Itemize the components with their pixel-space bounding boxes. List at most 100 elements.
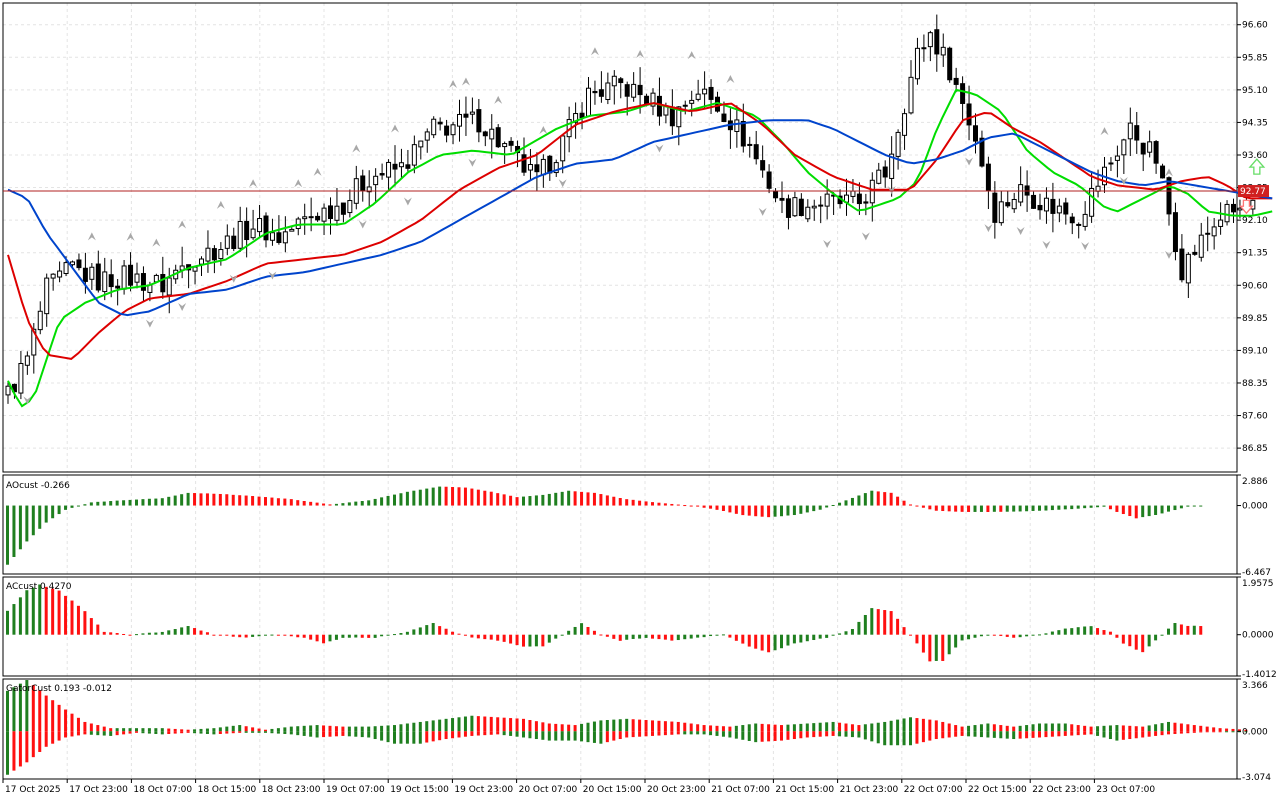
gator-pane[interactable] [6,680,1248,775]
candle[interactable] [405,149,411,172]
candle[interactable] [392,145,398,187]
candle[interactable] [469,97,475,125]
candle[interactable] [979,130,985,168]
candle[interactable] [876,162,882,185]
candle[interactable] [785,194,791,230]
candle[interactable] [1153,140,1159,174]
candle[interactable] [24,351,30,375]
buy-signal-arrow-icon[interactable] [1248,158,1266,175]
candle[interactable] [18,350,24,400]
candle[interactable] [598,71,604,103]
candle[interactable] [869,172,875,222]
candle[interactable] [302,203,308,235]
candle[interactable] [508,137,514,152]
candle[interactable] [463,96,469,136]
candle[interactable] [921,34,927,62]
candle[interactable] [766,164,772,194]
candle[interactable] [44,273,50,327]
candle[interactable] [160,256,166,299]
candle[interactable] [347,189,353,218]
candle[interactable] [985,156,991,210]
candle[interactable] [128,252,134,292]
candle[interactable] [224,224,230,256]
candle[interactable] [895,129,901,170]
candle[interactable] [624,81,630,116]
candle[interactable] [1031,191,1037,209]
candle[interactable] [882,160,888,188]
candle[interactable] [1108,157,1114,172]
candle[interactable] [134,262,140,289]
candle[interactable] [805,199,811,223]
ao-pane[interactable] [6,486,1203,565]
candle[interactable] [1018,166,1024,207]
candle[interactable] [140,266,146,302]
candle[interactable] [1205,216,1211,252]
candle[interactable] [818,196,824,224]
candle[interactable] [1211,217,1217,250]
candle[interactable] [902,108,908,150]
candle[interactable] [444,119,450,143]
candle[interactable] [315,212,321,222]
candle[interactable] [650,88,656,116]
candle[interactable] [328,197,333,235]
candle[interactable] [289,227,295,232]
candle[interactable] [244,207,250,258]
candle[interactable] [457,99,462,142]
candle[interactable] [373,168,379,203]
candle[interactable] [115,278,121,306]
candle[interactable] [411,135,417,174]
candle[interactable] [1185,252,1191,299]
candle[interactable] [1043,187,1049,224]
candle[interactable] [1127,107,1133,157]
candle[interactable] [482,130,488,147]
candle[interactable] [1121,138,1127,174]
candle[interactable] [450,121,456,145]
candle[interactable] [753,130,759,165]
candle[interactable] [689,90,695,117]
candle[interactable] [1172,202,1178,261]
candle[interactable] [360,169,366,202]
candle[interactable] [1179,234,1185,283]
candle[interactable] [1063,197,1069,225]
candle[interactable] [1231,198,1236,223]
candle[interactable] [779,181,785,213]
candle[interactable] [108,259,114,298]
candle[interactable] [366,170,372,209]
candle[interactable] [489,114,495,159]
candle[interactable] [5,380,11,404]
candle[interactable] [618,76,624,99]
candle[interactable] [250,209,256,240]
candle[interactable] [495,124,501,149]
candle[interactable] [231,227,237,252]
candle[interactable] [889,136,895,197]
candle[interactable] [747,136,753,158]
candle[interactable] [282,216,288,253]
candle[interactable] [1198,222,1204,262]
candle[interactable] [863,193,869,216]
candle[interactable] [340,202,346,223]
candle[interactable] [960,76,966,123]
candle[interactable] [592,80,598,105]
candle[interactable] [1069,213,1075,235]
candle[interactable] [424,128,430,153]
candle[interactable] [702,71,708,109]
candle[interactable] [1011,192,1017,213]
candle[interactable] [70,260,75,267]
candle[interactable] [386,159,392,191]
candle[interactable] [811,199,817,221]
candle[interactable] [1134,112,1140,154]
candles[interactable] [5,14,1256,404]
candle[interactable] [734,105,740,148]
sell-signal-arrow-icon[interactable] [1238,199,1254,215]
candle[interactable] [521,137,527,176]
candle[interactable] [334,187,340,226]
candle[interactable] [1005,191,1011,208]
candle[interactable] [166,267,172,314]
candle[interactable] [953,67,959,93]
candle[interactable] [1076,222,1082,239]
candle[interactable] [824,179,830,220]
candle[interactable] [947,46,953,83]
candle[interactable] [37,301,43,335]
candle[interactable] [237,206,243,252]
